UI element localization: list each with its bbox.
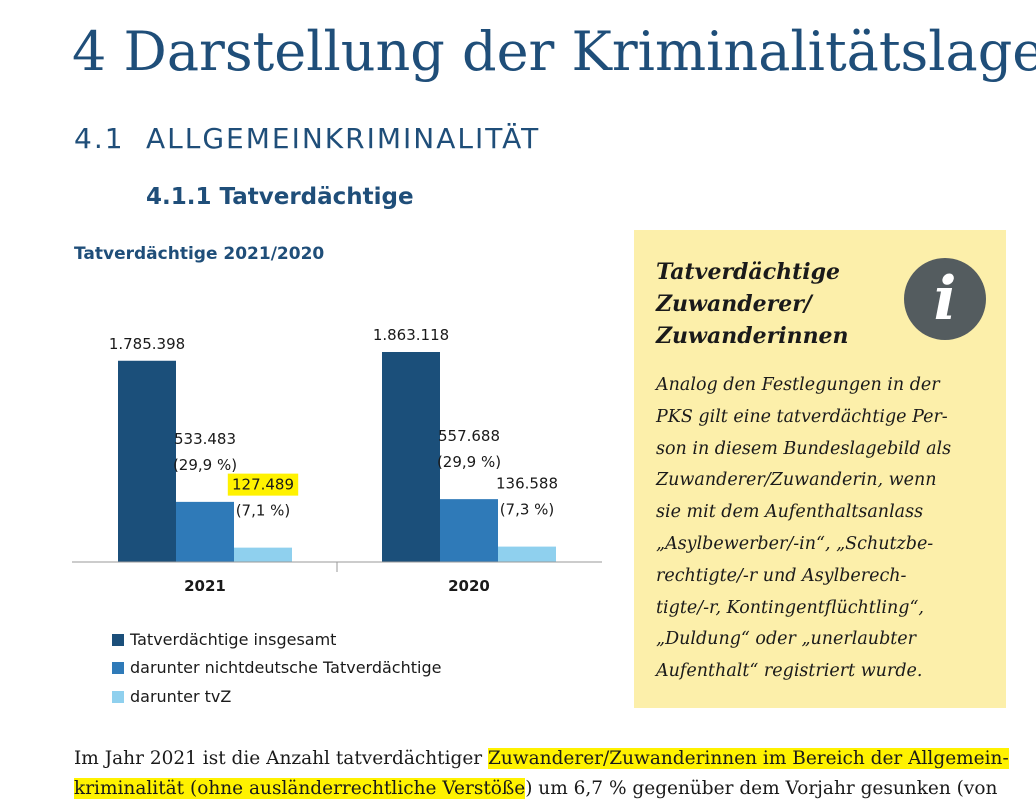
info-body-line: „Duldung“ oder „unerlaubter: [656, 629, 917, 650]
body-text-plain: ) um 6,7 % gegenüber dem Vorjahr gesunke…: [525, 778, 998, 799]
info-body-line: „Asylbewerber/-in“, „Schutzbe-: [656, 533, 934, 554]
bar: [118, 360, 176, 562]
body-text-highlight: Zuwanderer/Zuwanderinnen im Bereich der …: [488, 748, 1009, 769]
section-title-text: ALLGEMEINKRIMINALITÄT: [146, 122, 541, 155]
info-body-line: Zuwanderer/Zuwanderin, wenn: [656, 470, 937, 491]
data-label-highlight: [227, 473, 299, 496]
info-body-line: tigte/-r, Kontingentflüchtling“,: [656, 597, 924, 618]
data-label: 136.588: [496, 475, 558, 493]
bar: [176, 501, 234, 562]
data-label: 1.785.398: [109, 335, 185, 353]
body-text-plain: Im Jahr 2021 ist die Anzahl tatverdächti…: [74, 748, 489, 769]
legend-item-nichtdeutsche: darunter nichtdeutsche Tatverdächtige: [112, 658, 441, 677]
bar-chart: 1.785.398 1.863.118 533.483 (29,9 %) 557.688…: [72, 326, 602, 595]
data-label-share: (29,9 %): [173, 456, 237, 474]
info-title-line: Zuwanderinnen: [656, 323, 849, 349]
bar: [498, 546, 556, 562]
bar: [440, 499, 498, 562]
chart-title: Tatverdächtige 2021/2020: [74, 244, 325, 264]
chapter-title: 4 Darstellung der Kriminalitätslage: [72, 20, 1036, 83]
info-body-line: Analog den Festlegungen in der: [656, 375, 940, 395]
legend-swatch-tvz: [112, 691, 124, 703]
legend-label: darunter nichtdeutsche Tatverdächtige: [130, 658, 442, 677]
legend-item-insgesamt: Tatverdächtige insgesamt: [112, 630, 336, 649]
legend-item-tvz: darunter tvZ: [112, 687, 231, 706]
data-label: 533.483: [174, 430, 236, 448]
data-label-share: (7,3 %): [500, 501, 555, 519]
bar: [382, 352, 440, 562]
section-title: 4.1 ALLGEMEINKRIMINALITÄT: [74, 122, 540, 155]
data-label-share: (29,9 %): [437, 453, 501, 471]
data-label: 1.863.118: [373, 326, 449, 344]
data-label-share: (7,1 %): [236, 502, 291, 520]
info-icon: i: [904, 258, 986, 340]
x-tick-label: 2021: [184, 577, 226, 595]
body-line: kriminalität (ohne ausländerrechtliche V…: [74, 774, 1014, 804]
data-label: 127.489: [232, 476, 294, 494]
info-body-line: rechtigte/-r und Asylberech-: [656, 565, 907, 586]
body-paragraph: Im Jahr 2021 ist die Anzahl tatverdächti…: [74, 744, 1014, 804]
legend-swatch-nichtdeutsche: [112, 662, 124, 674]
info-box: Tatverdächtige Zuwanderer/ Zuwanderinnen…: [634, 230, 1006, 708]
bar: [234, 547, 292, 562]
info-body-line: Aufenthalt“ registriert wurde.: [656, 661, 923, 682]
data-label: 557.688: [438, 427, 500, 445]
info-title-line: Zuwanderer/: [656, 291, 812, 317]
body-line: Im Jahr 2021 ist die Anzahl tatverdächti…: [74, 744, 1014, 774]
info-box-body: Analog den Festlegungen in der PKS gilt …: [656, 370, 996, 688]
legend-label: Tatverdächtige insgesamt: [130, 630, 337, 649]
info-body-line: son in diesem Bundeslagebild als: [656, 438, 952, 459]
body-text-highlight: kriminalität (ohne ausländerrechtliche V…: [74, 778, 526, 799]
subsection-title: 4.1.1 Tatverdächtige: [146, 184, 414, 210]
legend-swatch-insgesamt: [112, 634, 124, 646]
info-title-line: Tatverdächtige: [656, 259, 840, 285]
x-tick-label: 2020: [448, 577, 490, 595]
legend-label: darunter tvZ: [130, 687, 232, 706]
section-number: 4.1: [74, 122, 125, 155]
info-body-line: PKS gilt eine tatverdächtige Per-: [656, 406, 948, 427]
info-body-line: sie mit dem Aufenthaltsanlass: [656, 502, 924, 523]
info-box-title: Tatverdächtige Zuwanderer/ Zuwanderinnen: [656, 256, 906, 352]
